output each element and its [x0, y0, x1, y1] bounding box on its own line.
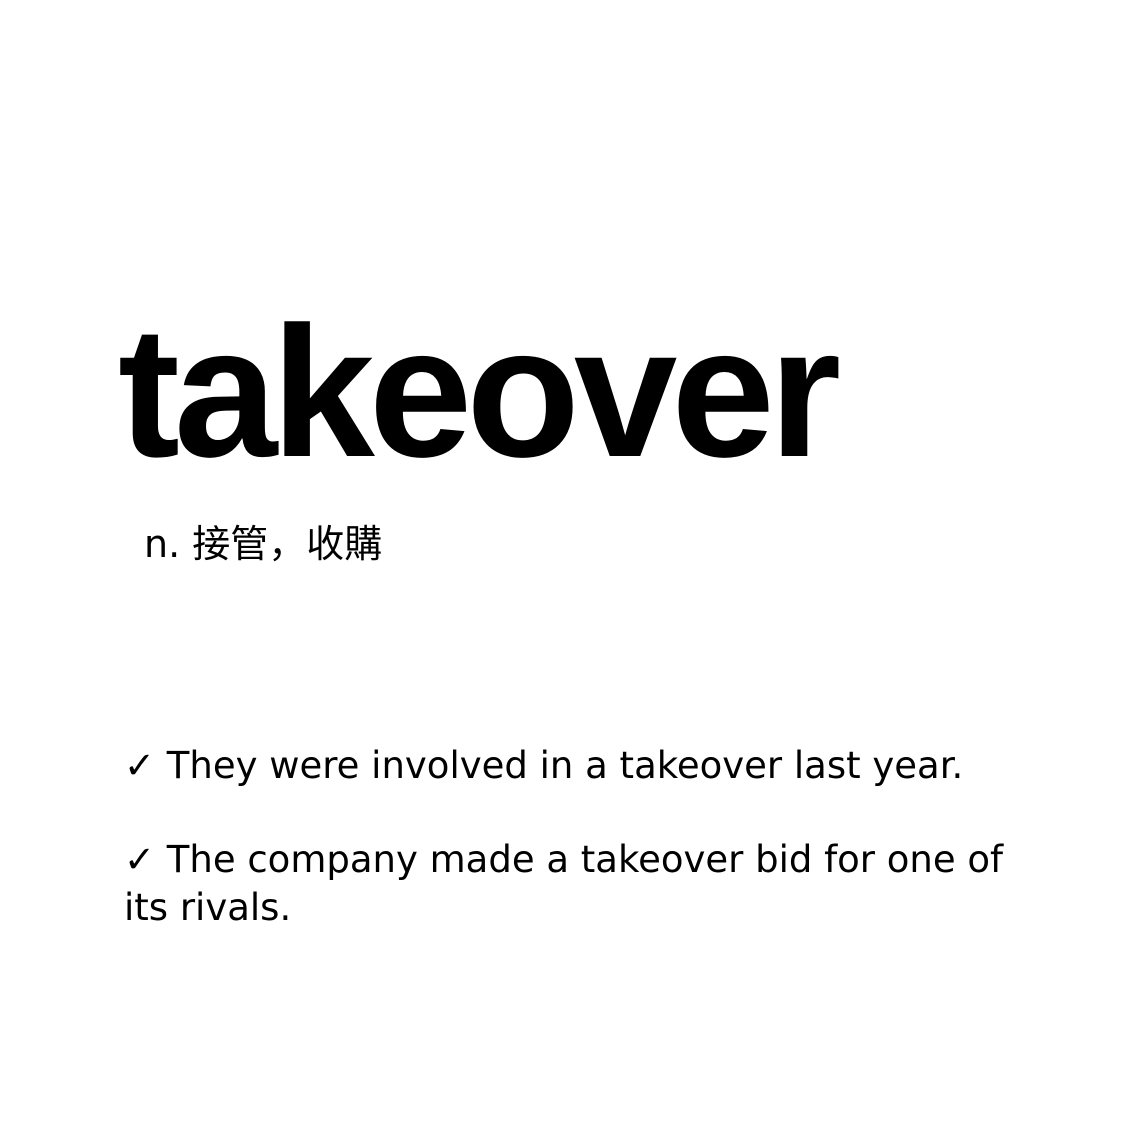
- headword: takeover: [118, 289, 841, 496]
- example-sentence: ✓ The company made a takeover bid for on…: [124, 838, 1004, 929]
- definition: n. 接管，收購: [144, 522, 383, 566]
- example-list: ✓ They were involved in a takeover last …: [124, 742, 1024, 978]
- example-sentence: ✓ They were involved in a takeover last …: [124, 744, 964, 787]
